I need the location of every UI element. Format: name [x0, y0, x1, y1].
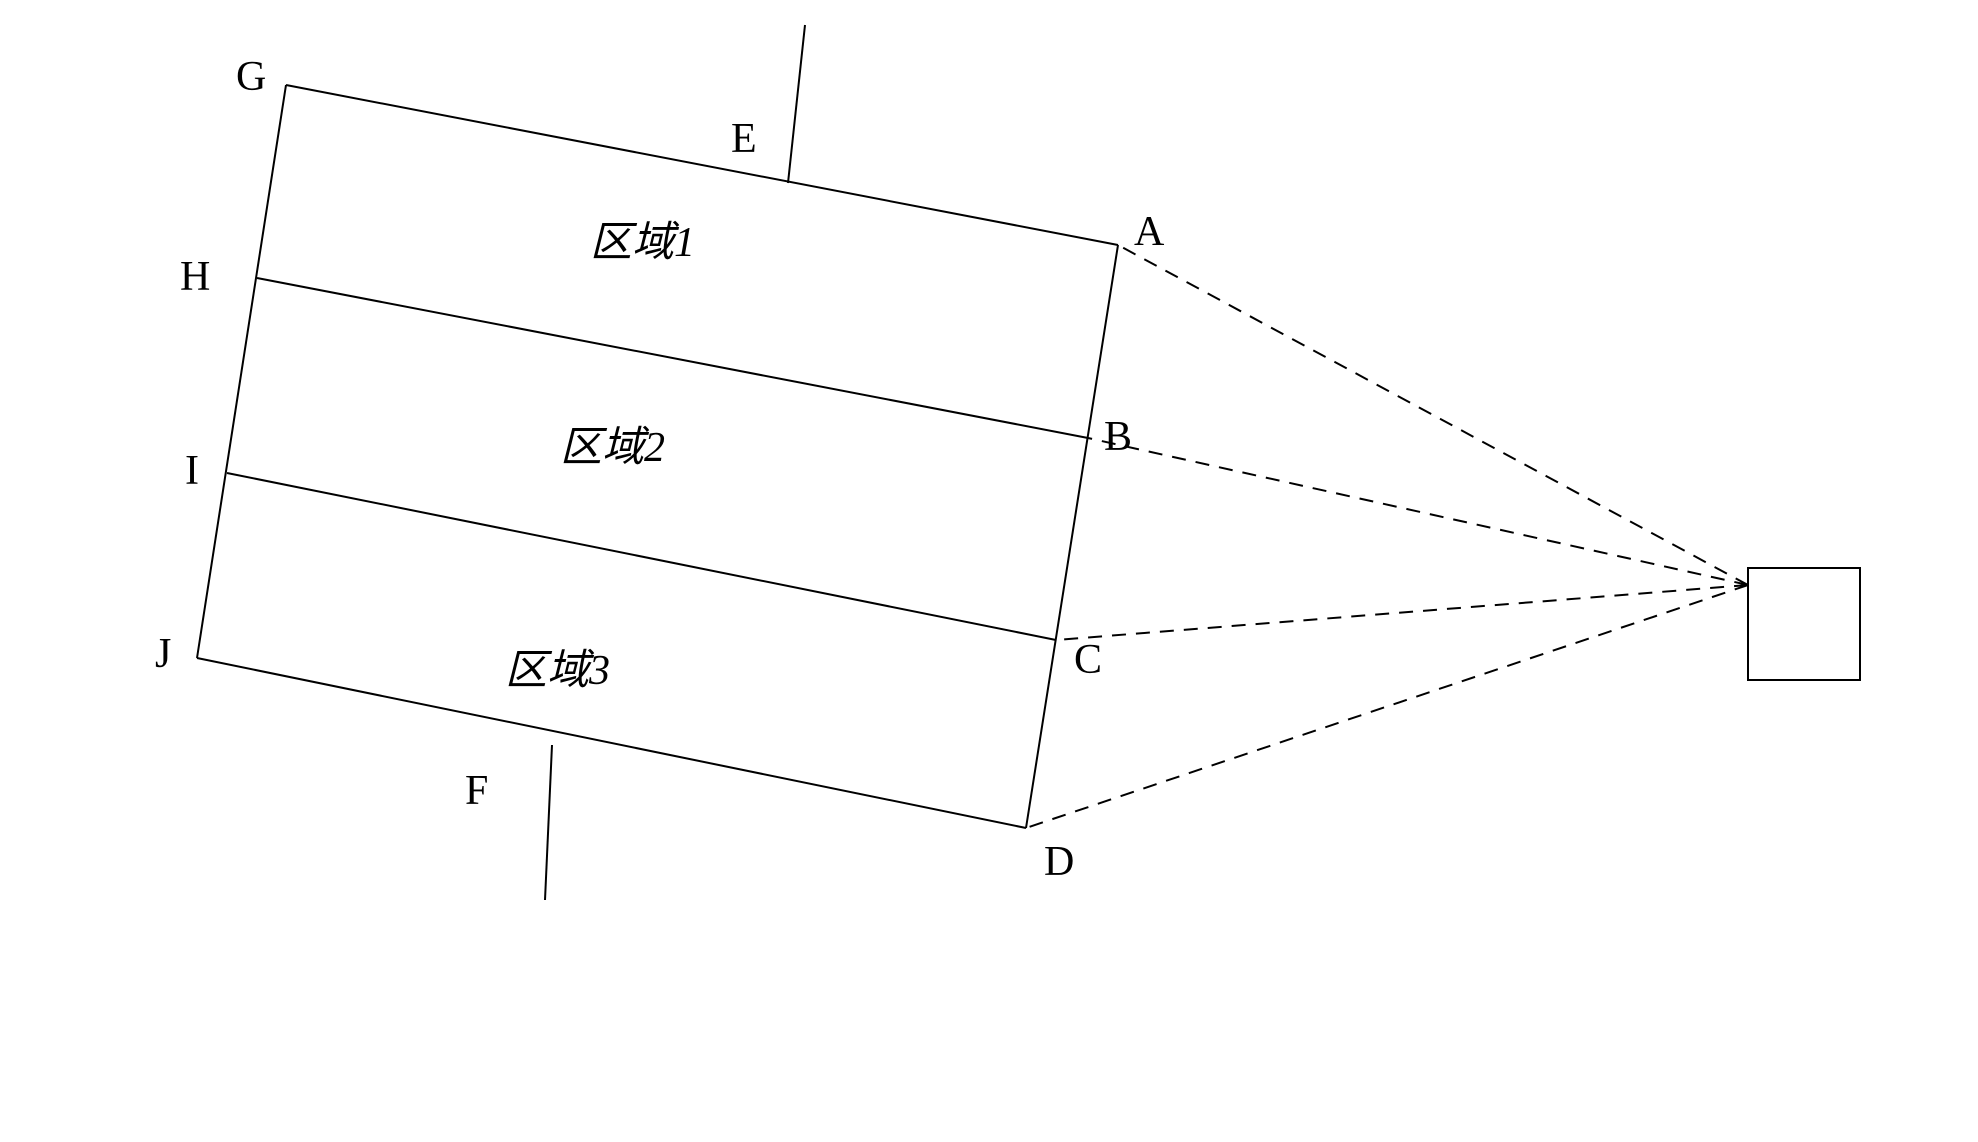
- solid-lines: [197, 25, 1860, 900]
- region1-label: 区域1: [590, 208, 695, 269]
- line-GJ: [197, 85, 286, 658]
- line-IC: [227, 473, 1056, 640]
- label-E: E: [731, 115, 757, 163]
- line-AD: [1026, 245, 1118, 828]
- ray-to-B: [1088, 438, 1748, 585]
- region2-label: 区域2: [560, 413, 665, 474]
- dashed-lines: [1026, 245, 1748, 828]
- label-H: H: [180, 253, 210, 301]
- line-F-tick: [545, 745, 552, 900]
- region3-label: 区域3: [505, 636, 610, 697]
- label-A: A: [1134, 208, 1164, 256]
- ray-to-D: [1026, 585, 1748, 828]
- line-GA: [286, 85, 1118, 245]
- label-F: F: [465, 767, 488, 815]
- label-D: D: [1044, 838, 1074, 886]
- diagram-svg: [0, 0, 1978, 1142]
- label-C: C: [1074, 636, 1102, 684]
- ray-to-A: [1118, 245, 1748, 585]
- label-J: J: [155, 630, 171, 678]
- ray-to-C: [1056, 585, 1748, 640]
- label-G: G: [236, 53, 266, 101]
- label-I: I: [185, 447, 199, 495]
- line-JD: [197, 658, 1026, 828]
- label-B: B: [1104, 413, 1132, 461]
- box-right: [1748, 568, 1860, 680]
- line-HB: [257, 278, 1088, 438]
- line-E-tick: [788, 25, 805, 183]
